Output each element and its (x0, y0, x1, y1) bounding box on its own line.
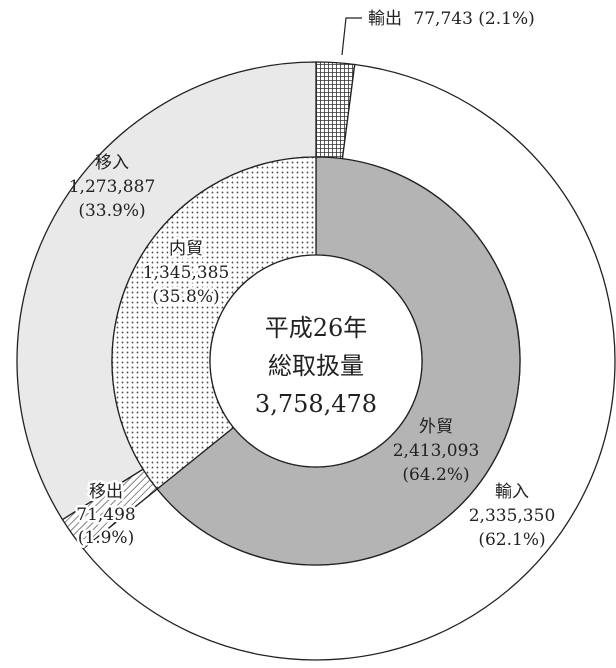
label-外貿: 外貿 2,413,093 (64.2%) (393, 417, 480, 485)
label-内貿-percent: (35.8%) (152, 287, 219, 307)
label-内貿-value: 1,345,385 (143, 263, 230, 283)
label-輸入-name: 輸入 (495, 482, 529, 502)
export-annotation-percent: (2.1%) (478, 9, 534, 29)
center-hole (209, 254, 423, 468)
label-移出: 移出 71,498 (1.9%) (74, 480, 138, 551)
label-輸入: 輸入 2,335,350 (62.1%) (469, 482, 556, 550)
center-label: 平成26年 総取扱量 3,758,478 (255, 314, 377, 418)
label-移入-name: 移入 (95, 153, 129, 173)
label-外貿-value: 2,413,093 (393, 441, 480, 461)
center-label-total: 3,758,478 (255, 390, 377, 418)
label-輸入-percent: (62.1%) (478, 530, 545, 550)
outer-ring (16, 61, 616, 661)
label-移入: 移入 1,273,887 (33.9%) (69, 153, 156, 221)
label-輸入-value: 2,335,350 (469, 506, 556, 526)
label-内貿: 内貿 1,345,385 (35.8%) (140, 237, 232, 310)
label-移出-name: 移出 (89, 482, 123, 502)
label-内貿-name: 内貿 (169, 239, 203, 259)
center-label-year: 平成26年 (265, 314, 368, 342)
export-leader-line (341, 17, 362, 56)
export-annotation-value: 77,743 (413, 9, 472, 29)
center-label-title: 総取扱量 (268, 352, 364, 380)
label-移入-value: 1,273,887 (69, 177, 156, 197)
label-外貿-percent: (64.2%) (402, 465, 469, 485)
label-外貿-name: 外貿 (419, 417, 453, 437)
label-移出-value: 71,498 (76, 505, 135, 525)
export-annotation-label: 輸出 (368, 9, 402, 29)
export-annotation: 輸出 77,743 (2.1%) (368, 9, 535, 29)
label-移入-percent: (33.9%) (78, 201, 145, 221)
label-移出-percent: (1.9%) (78, 528, 134, 548)
